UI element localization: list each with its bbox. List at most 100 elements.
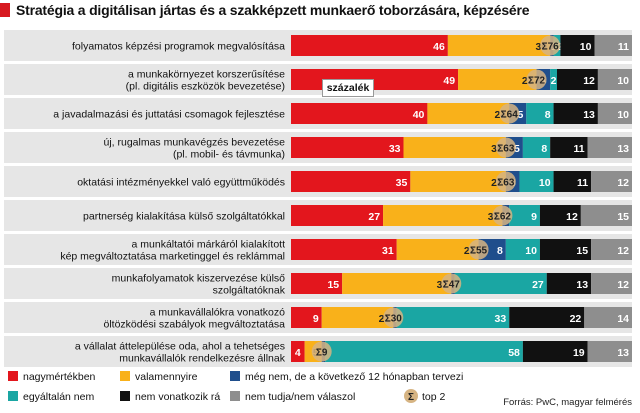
data-label: 5 bbox=[514, 143, 520, 155]
top2-circle bbox=[540, 35, 561, 56]
data-label: 35 bbox=[396, 177, 408, 189]
legend-swatch bbox=[120, 371, 130, 381]
top2-label: Σ76 bbox=[542, 42, 560, 53]
data-label: 11 bbox=[618, 41, 629, 53]
bar-segment bbox=[427, 103, 510, 124]
bar-segment bbox=[458, 69, 537, 90]
category-label: partnerség kialakítása külső szolgáltató… bbox=[83, 211, 285, 223]
legend-swatch bbox=[8, 391, 18, 401]
top2-label: Σ55 bbox=[470, 246, 488, 257]
bar-segment bbox=[396, 307, 510, 328]
data-label: 13 bbox=[617, 347, 629, 359]
bar-segment bbox=[587, 137, 632, 158]
bar-segment bbox=[447, 35, 551, 56]
category-label: folyamatos képzési programok megvalósítá… bbox=[72, 41, 285, 53]
top2-circle bbox=[526, 69, 547, 90]
bar-segment bbox=[291, 35, 448, 56]
bar-segment bbox=[591, 273, 632, 294]
data-label: 12 bbox=[617, 279, 629, 291]
bar-segment bbox=[539, 205, 581, 226]
legend-label: valamennyire bbox=[135, 371, 198, 383]
top2-label: Σ30 bbox=[385, 314, 403, 325]
bar-segment bbox=[580, 205, 632, 226]
data-label: 2 bbox=[551, 75, 557, 87]
data-label: 8 bbox=[497, 245, 503, 257]
data-label: 46 bbox=[433, 41, 445, 53]
data-label: 4 bbox=[295, 347, 301, 359]
legend-swatch bbox=[230, 371, 240, 381]
chart-title: Stratégia a digitálisan jártas és a szak… bbox=[16, 2, 530, 18]
category-label: a munkavállalókra vonatkozó bbox=[150, 307, 286, 319]
top2-legend-symbol: Σ bbox=[408, 392, 414, 403]
top2-circle bbox=[468, 239, 489, 260]
top2-label: Σ72 bbox=[528, 76, 546, 87]
category-label: a munkakörnyezet korszerűsítése bbox=[128, 69, 285, 81]
legend: nagymértékben valamennyire még nem, de a k… bbox=[8, 371, 463, 403]
category-label: a vállalat áttelepülése oda, ahol a tehe… bbox=[75, 341, 285, 353]
unit-label: százalék bbox=[322, 79, 374, 97]
top2-label: Σ64 bbox=[501, 110, 519, 121]
legend-label: nem vonatkozik rá bbox=[135, 391, 220, 403]
data-label: 15 bbox=[617, 211, 629, 223]
bar-segment bbox=[594, 35, 632, 56]
bar-segment bbox=[342, 273, 452, 294]
data-label: 9 bbox=[531, 211, 537, 223]
data-label: 10 bbox=[525, 245, 537, 257]
data-label: 10 bbox=[580, 41, 592, 53]
data-label: 10 bbox=[539, 177, 551, 189]
top2-label: Σ63 bbox=[497, 178, 515, 189]
bar-segment bbox=[509, 307, 585, 328]
bar-segment bbox=[291, 171, 411, 192]
data-label: 14 bbox=[617, 313, 629, 325]
bar-segment bbox=[291, 103, 428, 124]
bar-segment bbox=[556, 69, 598, 90]
category-label: (pl. mobil- és távmunka) bbox=[173, 149, 285, 161]
top2-circle bbox=[441, 273, 462, 294]
bar-segment bbox=[291, 273, 343, 294]
bar-segment bbox=[522, 137, 551, 158]
bar-segment bbox=[291, 307, 322, 328]
bar-segment bbox=[291, 137, 404, 158]
data-label: 40 bbox=[413, 109, 425, 121]
category-label: új, rugalmas munkavégzés bevezetése bbox=[103, 137, 285, 149]
bar-segment bbox=[410, 171, 506, 192]
source-note: Forrás: PwC, magyar felmérés bbox=[503, 397, 632, 408]
data-label: 10 bbox=[617, 109, 629, 121]
data-label: 15 bbox=[327, 279, 339, 291]
title-bar: Stratégia a digitálisan jártas és a szak… bbox=[0, 0, 640, 24]
bar-segment bbox=[584, 307, 632, 328]
bar-segment bbox=[597, 69, 632, 90]
data-label: 12 bbox=[583, 75, 595, 87]
bar-segment bbox=[291, 69, 459, 90]
category-label: munkavállalók rendelkezésre állnak bbox=[119, 353, 286, 365]
top2-circle bbox=[495, 137, 516, 158]
legend-swatch bbox=[120, 391, 130, 401]
bar-segment bbox=[321, 307, 394, 328]
bar-segment bbox=[291, 239, 397, 260]
data-label: 13 bbox=[617, 143, 629, 155]
top2-circle bbox=[492, 205, 513, 226]
data-label: 10 bbox=[617, 75, 629, 87]
category-label: kép megváltoztatása marketinggel és rekl… bbox=[60, 251, 285, 263]
category-label: oktatási intézményekkel való együttműköd… bbox=[77, 177, 285, 189]
bar-segment bbox=[383, 205, 503, 226]
data-label: 22 bbox=[570, 313, 582, 325]
data-label: 8 bbox=[545, 109, 551, 121]
bar-segment bbox=[560, 35, 595, 56]
top2-legend-label: top 2 bbox=[422, 391, 446, 403]
data-label: 5 bbox=[517, 109, 523, 121]
data-label: 33 bbox=[389, 143, 401, 155]
category-label: öltözködési szabályok megváltoztatása bbox=[103, 319, 285, 331]
data-label: 15 bbox=[576, 245, 588, 257]
bar-segment bbox=[587, 341, 632, 362]
data-label: 27 bbox=[532, 279, 544, 291]
bar-segment bbox=[539, 239, 592, 260]
bar-segment bbox=[553, 103, 598, 124]
bar-segment bbox=[522, 341, 588, 362]
category-label: (pl. digitális eszközök bevezetése) bbox=[126, 81, 285, 93]
legend-swatch bbox=[230, 391, 240, 401]
data-label: 9 bbox=[313, 313, 319, 325]
bar-segment bbox=[550, 69, 557, 90]
data-label: 33 bbox=[495, 313, 507, 325]
